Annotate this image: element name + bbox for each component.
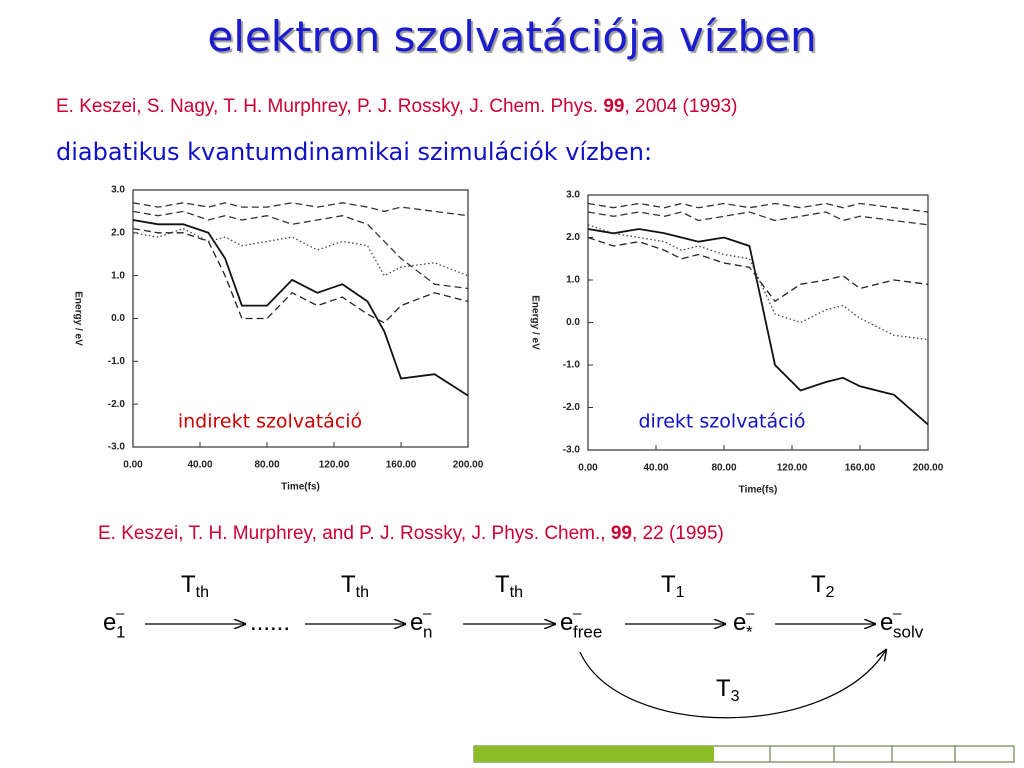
data-line (587, 202, 929, 213)
subscript: 1 (116, 622, 125, 641)
y-tick-label: 0.0 (566, 317, 580, 328)
subscript: th (356, 584, 369, 601)
reference: E. Keszei, S. Nagy, T. H. Murphrey, P. J… (56, 96, 737, 118)
y-tick-label: 2.0 (111, 227, 125, 238)
species: e (880, 609, 893, 636)
y-tick-label: 2.0 (566, 232, 580, 243)
data-line (587, 228, 929, 426)
rate-base: T (811, 571, 826, 598)
rate-base: T (495, 571, 510, 598)
x-tick-label: 160.00 (386, 460, 417, 471)
data-line (132, 219, 469, 397)
species-base: e (880, 609, 893, 636)
y-tick-label: 0.0 (111, 313, 125, 324)
species-base: e (103, 609, 116, 636)
x-axis-label: Time(fs) (281, 482, 320, 493)
superscript: – (423, 605, 432, 622)
subscript: solv (893, 622, 924, 641)
reference-volume: 99 (610, 523, 632, 544)
species: e (103, 609, 116, 636)
x-tick-label: 0.00 (578, 463, 598, 474)
x-tick-label: 80.00 (254, 460, 279, 471)
progress-bar (473, 745, 1015, 763)
x-tick-label: 160.00 (845, 463, 876, 474)
subscript: 1 (676, 584, 685, 601)
y-tick-label: -1.0 (108, 356, 126, 367)
rate-label: Tth (181, 571, 209, 601)
y-tick-label: -3.0 (108, 442, 126, 453)
rate-label: T1 (661, 571, 685, 601)
reference: E. Keszei, T. H. Murphrey, and P. J. Ros… (98, 523, 724, 545)
superscript: – (893, 605, 902, 622)
x-tick-label: 120.00 (777, 463, 808, 474)
y-axis-label: Energy / eV (72, 291, 83, 346)
rate-base: T (716, 675, 731, 702)
y-tick-label: 3.0 (111, 185, 125, 196)
x-tick-label: 120.00 (319, 460, 350, 471)
rate-label: T2 (811, 571, 835, 601)
bypass-arrow (579, 650, 886, 719)
subscript: 3 (731, 688, 740, 705)
reference-volume: 99 (603, 96, 625, 117)
subtitle: diabatikus kvantumdinamikai szimulációk … (56, 138, 653, 166)
reference-authors: E. Keszei, T. H. Murphrey, and P. J. Ros… (98, 523, 611, 544)
species: e (733, 609, 746, 636)
species-base: e (733, 609, 746, 636)
y-tick-label: 3.0 (566, 190, 580, 201)
annotation: indirekt szolvatáció (178, 411, 362, 433)
y-tick-label: -3.0 (563, 445, 581, 456)
x-tick-label: 80.00 (711, 463, 736, 474)
annotation: direkt szolvatáció (638, 411, 805, 433)
rate-label: Tth (495, 571, 523, 601)
species: e (560, 609, 573, 636)
species: e (410, 609, 423, 636)
data-line (132, 227, 469, 324)
reference-rest: , 2004 (1993) (624, 96, 738, 117)
x-tick-label: 40.00 (643, 463, 668, 474)
y-tick-label: 1.0 (111, 270, 125, 281)
x-tick-label: 0.00 (123, 460, 143, 471)
data-line (587, 224, 929, 341)
data-line (132, 202, 469, 217)
subscript: th (196, 584, 209, 601)
rate-base: T (661, 571, 676, 598)
subscript: free (573, 622, 602, 641)
rate-base: T (341, 571, 356, 598)
reference-authors: E. Keszei, S. Nagy, T. H. Murphrey, P. J… (56, 96, 604, 117)
species-base: e (410, 609, 423, 636)
rate-label: T3 (716, 675, 740, 705)
species-base: e (560, 609, 573, 636)
subscript: 2 (826, 584, 835, 601)
superscript: – (746, 605, 755, 622)
y-tick-label: -2.0 (563, 402, 581, 413)
superscript: – (116, 605, 125, 622)
species-base: ...... (250, 609, 290, 636)
species: ...... (250, 609, 290, 636)
subscript: th (510, 584, 523, 601)
reference-rest: , 22 (1995) (631, 523, 724, 544)
y-tick-label: -1.0 (563, 360, 581, 371)
superscript: – (573, 605, 582, 622)
y-tick-label: 1.0 (566, 275, 580, 286)
subscript: * (746, 622, 753, 641)
x-tick-label: 200.00 (453, 460, 484, 471)
data-line (587, 236, 929, 303)
x-axis-label: Time(fs) (739, 485, 778, 496)
data-line (132, 227, 469, 277)
rate-base: T (181, 571, 196, 598)
data-line (587, 211, 929, 226)
y-axis-label: Energy / eV (529, 295, 540, 350)
x-tick-label: 200.00 (913, 463, 944, 474)
slide-title: elektron szolvatációja vízben (207, 12, 817, 61)
subscript: n (423, 622, 432, 641)
data-line (132, 210, 469, 290)
rate-label: Tth (341, 571, 369, 601)
y-tick-label: -2.0 (108, 399, 126, 410)
x-tick-label: 40.00 (187, 460, 212, 471)
